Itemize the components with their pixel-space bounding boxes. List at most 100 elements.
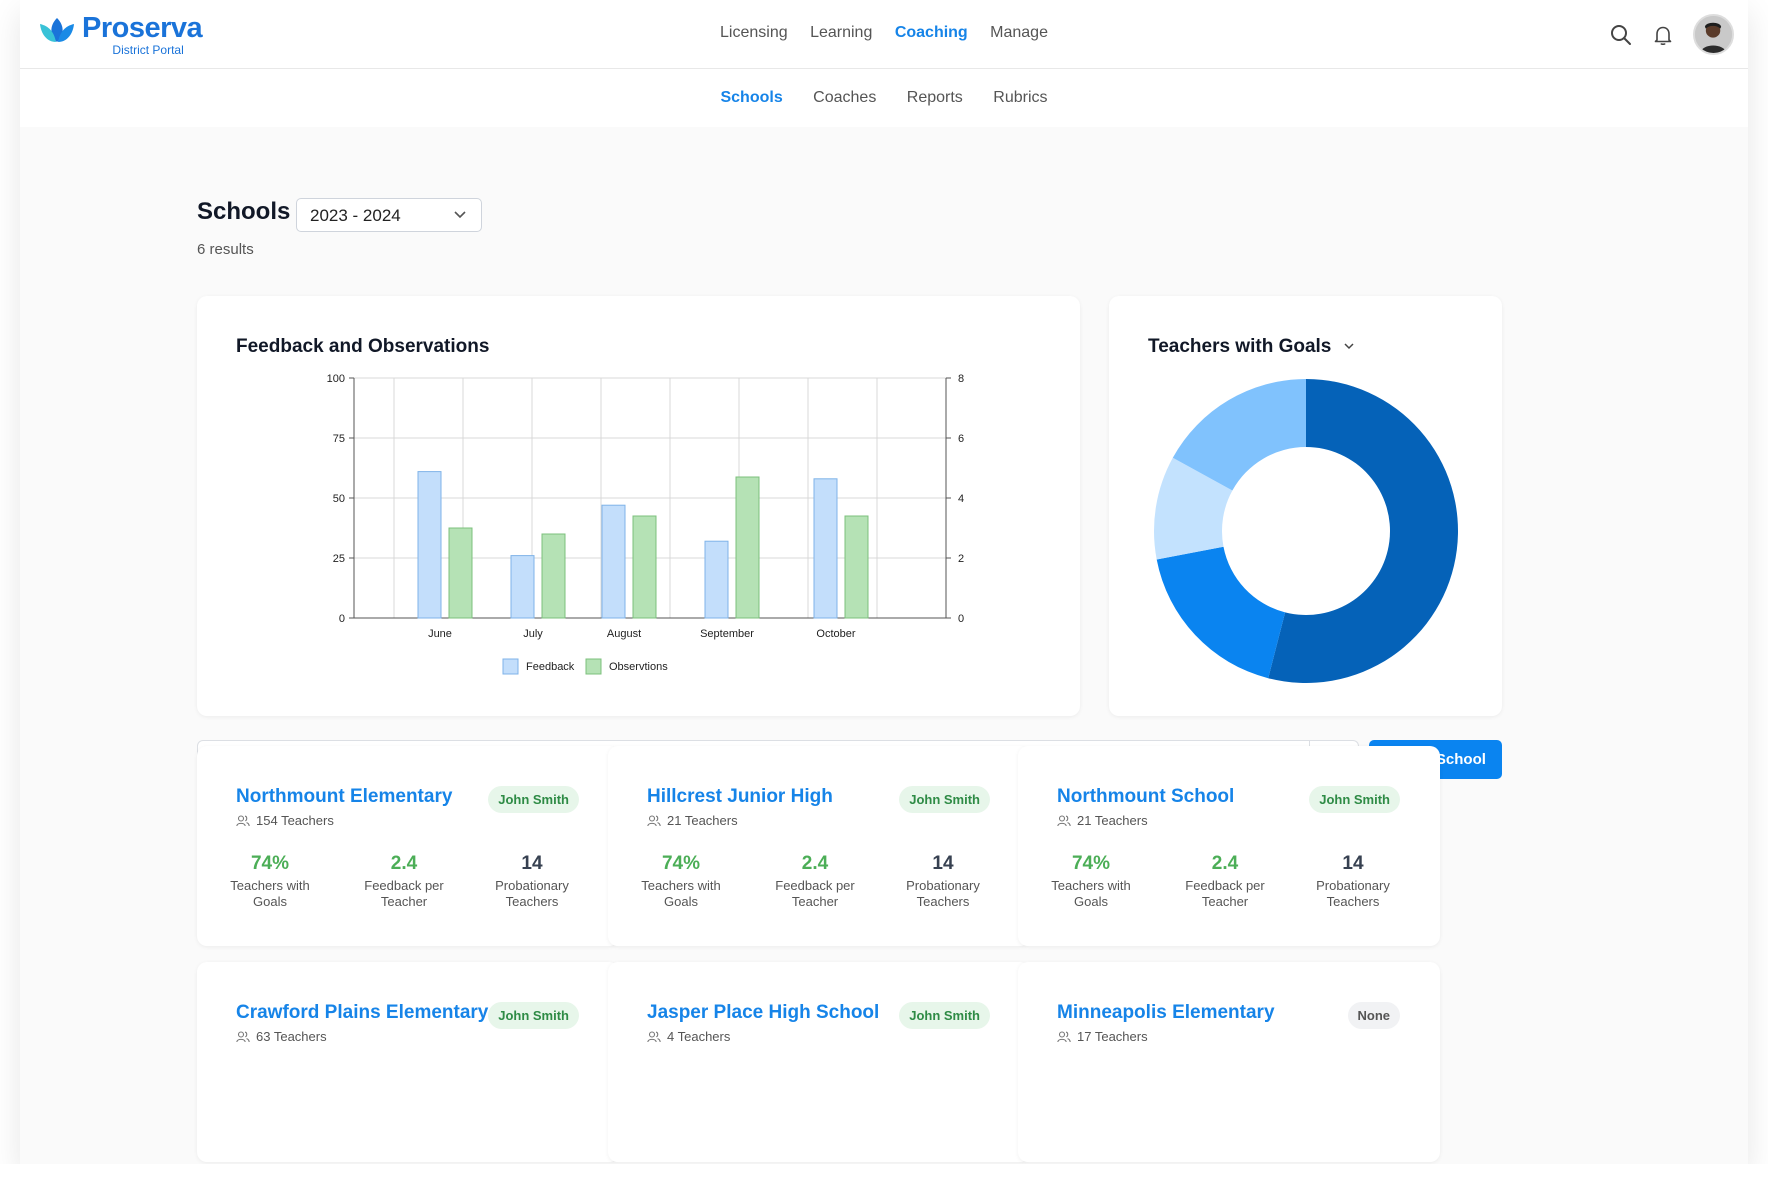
x-tick-label: June — [428, 628, 452, 640]
tick-label-right: 2 — [958, 553, 964, 565]
top-bar: Proserva District Portal Licensing Learn… — [20, 0, 1748, 69]
school-name[interactable]: Hillcrest Junior High — [647, 786, 833, 807]
stat-feedback-value: 2.4 — [801, 853, 829, 874]
coach-badge: John Smith — [488, 1002, 579, 1029]
teacher-count: 17 Teachers — [1057, 1029, 1148, 1044]
teacher-count-text: 17 Teachers — [1077, 1029, 1148, 1044]
stat-feedback-label: Feedback per Teacher — [1185, 878, 1265, 909]
legend-label: Feedback — [526, 661, 575, 673]
tick-label-left: 100 — [327, 373, 345, 385]
stat-feedback-value: 2.4 — [1211, 853, 1239, 874]
bar-feedback — [704, 540, 729, 619]
school-card[interactable]: Hillcrest Junior High John Smith 21 Teache… — [608, 746, 1030, 946]
donut-slice — [1156, 546, 1286, 679]
stat-goals-value: 74% — [250, 853, 290, 874]
stat-feedback-label: Feedback per Teacher — [775, 878, 855, 909]
donut-title[interactable]: Teachers with Goals — [1148, 336, 1355, 358]
teacher-count-text: 63 Teachers — [256, 1029, 327, 1044]
avatar[interactable] — [1693, 14, 1734, 55]
tab-rubrics[interactable]: Rubrics — [993, 89, 1048, 106]
donut-slice — [1268, 379, 1458, 683]
stat-goals: 74% Teachers with Goals — [220, 853, 320, 910]
nav-licensing[interactable]: Licensing — [720, 24, 788, 41]
goals-chart-card: Teachers with Goals — [1109, 296, 1502, 716]
legend-label: Observtions — [609, 661, 668, 673]
user-avatar-icon — [1695, 16, 1732, 53]
main-nav: Licensing Learning Coaching Manage — [20, 24, 1748, 42]
users-icon — [1057, 1030, 1071, 1042]
stat-probation: 14 Probationary Teachers — [482, 853, 582, 910]
tick-label-left: 25 — [333, 553, 345, 565]
year-select-value: 2023 - 2024 — [310, 206, 401, 225]
coach-badge: John Smith — [1309, 786, 1400, 813]
teacher-count-text: 21 Teachers — [667, 813, 738, 828]
stat-goals-value: 74% — [661, 853, 701, 874]
donut-title-text: Teachers with Goals — [1148, 336, 1332, 357]
stat-probation: 14 Probationary Teachers — [1303, 853, 1403, 910]
nav-learning[interactable]: Learning — [810, 24, 873, 41]
bell-icon[interactable] — [1651, 23, 1675, 47]
sub-bar: Schools Coaches Reports Rubrics — [20, 69, 1748, 127]
stat-feedback-value: 2.4 — [390, 853, 418, 874]
nav-manage[interactable]: Manage — [990, 24, 1048, 41]
school-card[interactable]: Northmount Elementary John Smith 154 Teach… — [197, 746, 619, 946]
school-card[interactable]: Jasper Place High School John Smith 4 Teac… — [608, 962, 1030, 1162]
chevron-down-icon — [1344, 343, 1354, 350]
school-card[interactable]: Crawford Plains Elementary John Smith 63 T… — [197, 962, 619, 1162]
school-card[interactable]: Northmount School John Smith 21 Teachers 74… — [1018, 746, 1440, 946]
school-name[interactable]: Jasper Place High School — [647, 1002, 880, 1023]
stat-goals-label: Teachers with Goals — [1051, 878, 1131, 909]
feedback-chart-card: Feedback and Observations 0 25 50 75 100 0 2 4 6… — [197, 296, 1080, 716]
donut-slice — [1154, 457, 1233, 560]
stat-probation-value: 14 — [932, 853, 954, 874]
stat-feedback: 2.4 Feedback per Teacher — [765, 853, 865, 910]
stat-goals-value: 74% — [1071, 853, 1111, 874]
sub-nav: Schools Coaches Reports Rubrics — [20, 89, 1748, 107]
search-icon[interactable] — [1609, 23, 1633, 47]
stat-goals-label: Teachers with Goals — [230, 878, 310, 909]
teacher-count-text: 154 Teachers — [256, 813, 334, 828]
coach-badge: John Smith — [899, 786, 990, 813]
x-tick-label: August — [607, 628, 641, 640]
stat-goals-label: Teachers with Goals — [641, 878, 721, 909]
tick-label-left: 50 — [333, 493, 345, 505]
users-icon — [236, 814, 250, 826]
stat-goals: 74% Teachers with Goals — [1041, 853, 1141, 910]
school-name[interactable]: Northmount School — [1057, 786, 1235, 807]
school-name[interactable]: Northmount Elementary — [236, 786, 453, 807]
tab-schools[interactable]: Schools — [720, 89, 783, 106]
bar-observations — [541, 533, 566, 619]
tick-label-left: 0 — [339, 613, 345, 625]
tick-label-right: 8 — [958, 373, 964, 385]
stat-probation-label: Probationary Teachers — [1316, 878, 1390, 909]
bar-feedback — [601, 504, 626, 619]
users-icon — [647, 1030, 661, 1042]
logo[interactable]: Proserva District Portal — [38, 12, 203, 57]
bar-observations — [632, 515, 657, 619]
bar-observations — [735, 476, 760, 619]
school-name[interactable]: Crawford Plains Elementary — [236, 1002, 489, 1023]
tab-coaches[interactable]: Coaches — [813, 89, 877, 106]
school-card[interactable]: Minneapolis Elementary None 17 Teachers — [1018, 962, 1440, 1162]
teacher-count: 154 Teachers — [236, 813, 334, 828]
year-select[interactable]: 2023 - 2024 — [296, 198, 482, 232]
tab-reports[interactable]: Reports — [906, 89, 963, 106]
nav-coaching[interactable]: Coaching — [894, 24, 968, 41]
teacher-count: 63 Teachers — [236, 1029, 327, 1044]
brand-name: Proserva — [82, 12, 203, 44]
top-icons — [1609, 14, 1734, 55]
school-name[interactable]: Minneapolis Elementary — [1057, 1002, 1275, 1023]
chart-title: Feedback and Observations — [236, 336, 490, 357]
donut-chart — [1154, 379, 1458, 683]
tick-label-left: 75 — [333, 433, 345, 445]
users-icon — [236, 1030, 250, 1042]
bar-observations — [448, 527, 473, 619]
stat-probation-label: Probationary Teachers — [906, 878, 980, 909]
teacher-count: 4 Teachers — [647, 1029, 730, 1044]
results-count: 6 results — [197, 241, 254, 258]
bar-chart: 0 25 50 75 100 0 2 4 6 8 June July August September Oc… — [327, 373, 964, 675]
tick-label-right: 4 — [958, 493, 964, 505]
coach-badge: John Smith — [899, 1002, 990, 1029]
coach-badge: John Smith — [488, 786, 579, 813]
legend-swatch — [502, 658, 519, 675]
